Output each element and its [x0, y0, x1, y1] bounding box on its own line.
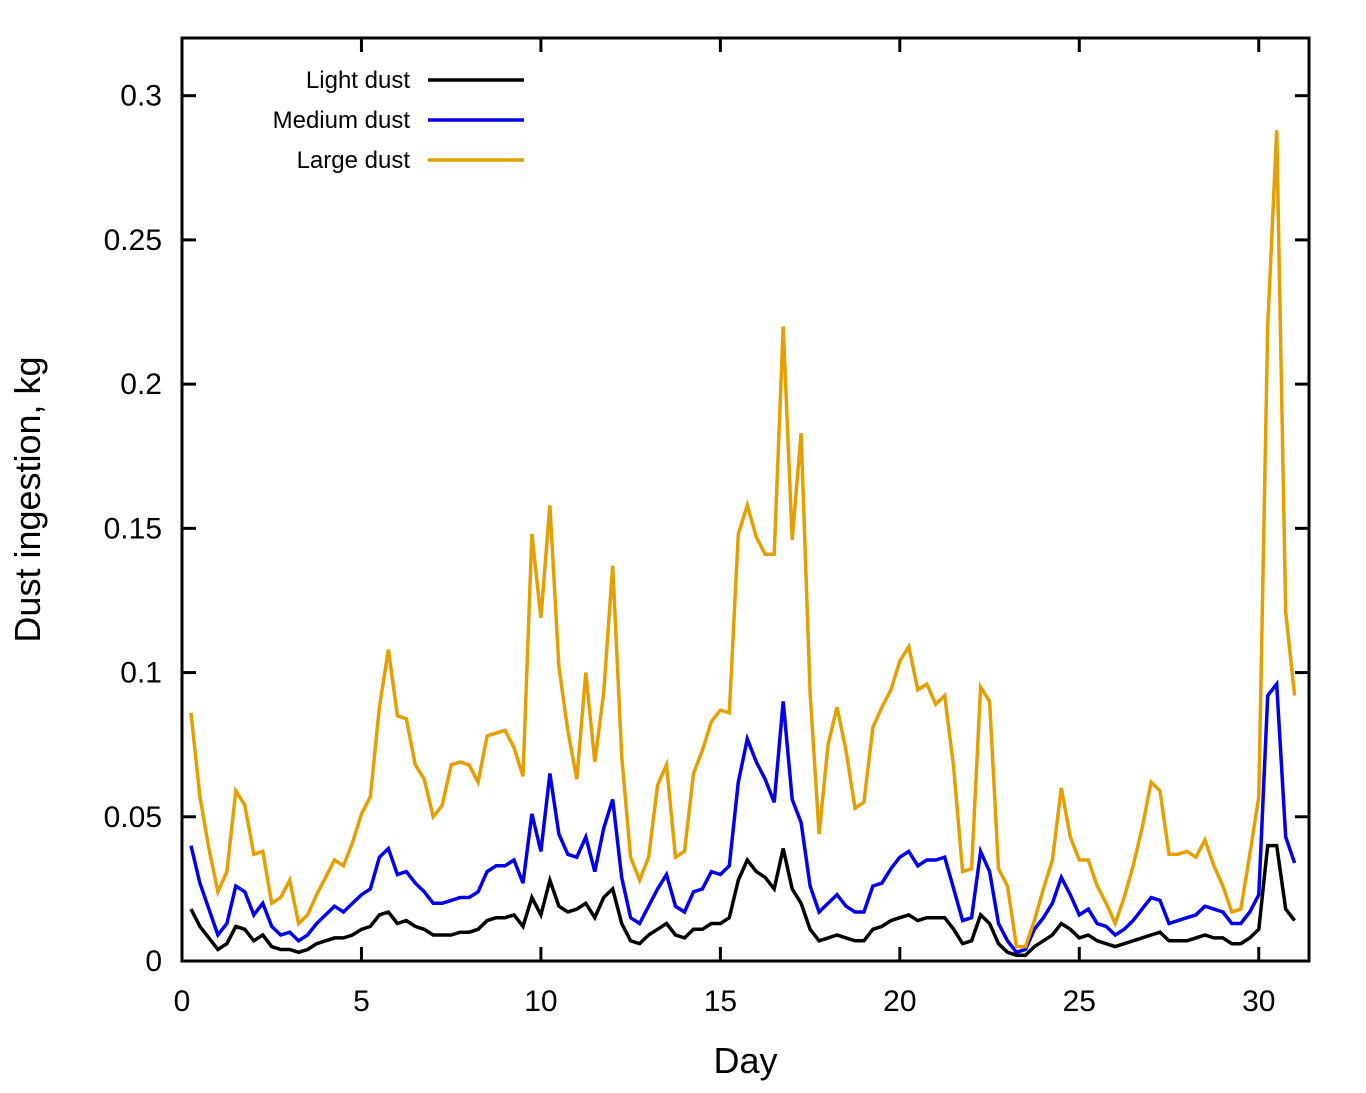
series-line-medium-dust: [189, 679, 1297, 955]
y-tick-label: 0.3: [120, 80, 162, 113]
y-tick-label: 0.15: [104, 512, 162, 545]
x-tick-label: 0: [174, 985, 191, 1018]
x-tick-label: 25: [1063, 985, 1096, 1018]
series-line-light-dust: [189, 843, 1296, 957]
legend-label: Medium dust: [273, 107, 411, 134]
axis-ticks: 0 5 10 15 20 25 30 0 0.05 0.1 0.15 0.2 0.25 0.3: [104, 38, 1309, 1018]
plot-area: [180, 36, 1311, 963]
x-tick-label: 5: [353, 985, 370, 1018]
series-lines: [189, 130, 1297, 957]
x-tick-label: 15: [704, 985, 737, 1018]
x-axis-title: Day: [713, 1040, 777, 1081]
y-tick-label: 0.05: [104, 801, 162, 834]
y-tick-label: 0.1: [120, 657, 162, 690]
x-tick-label: 30: [1242, 985, 1275, 1018]
series-line-large-dust: [189, 130, 1297, 949]
x-tick-label: 10: [524, 985, 557, 1018]
plot-frame: [180, 36, 1311, 963]
y-tick-label: 0: [145, 945, 162, 978]
legend-label: Large dust: [297, 147, 411, 174]
legend: Light dust Medium dust Large dust: [273, 67, 524, 174]
y-axis-title: Dust ingestion, kg: [7, 356, 48, 642]
x-tick-label: 20: [883, 985, 916, 1018]
y-tick-label: 0.25: [104, 224, 162, 257]
legend-label: Light dust: [306, 67, 410, 94]
y-tick-label: 0.2: [120, 368, 162, 401]
